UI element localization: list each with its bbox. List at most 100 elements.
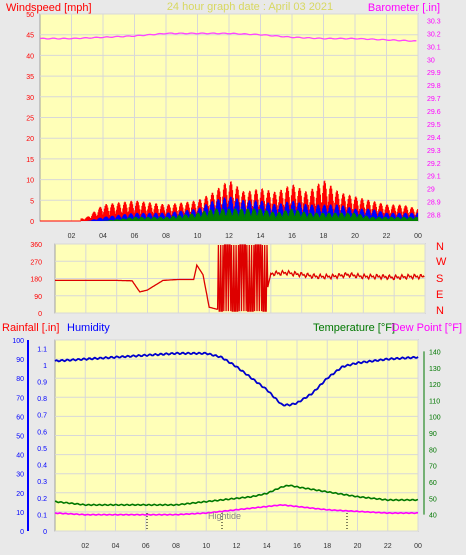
rainfall-inner-tick-label: 0.8 [37,396,47,403]
x-tick-label: 18 [320,233,328,240]
x-tick-label: 04 [99,233,107,240]
barometer-tick-label: 30.2 [427,31,441,38]
windspeed-tick-label: 50 [26,12,34,19]
barometer-axis: 28.8 28.9 29 29.1 29.2 29.3 29.4 29.5 29.6 29.7 29… [427,18,441,219]
tide-markers: Hightide [146,511,348,531]
barometer-tick-label: 29.4 [427,135,441,142]
rainfall-inner-tick-label: 0.3 [37,479,47,486]
x-tick-label: 10 [194,233,202,240]
wind-direction-line [55,244,425,312]
x-tick-label: 12 [233,543,241,550]
rainfall-inner-tick-label: 0.1 [37,512,47,519]
x-tick-label: 00 [414,233,422,240]
barometer-tick-label: 29.7 [427,96,441,103]
temperature-tick-label: 80 [429,447,437,454]
wind-chart-series [39,32,419,222]
windspeed-tick-label: 10 [26,178,34,185]
rainfall-tick-label: 70 [16,395,24,402]
x-tick-label: 22 [384,543,392,550]
dewpoint-axis-label: Dew Point [°F] [392,322,462,334]
humidity-axis-label: Humidity [67,322,110,334]
rainfall-tick-label: 10 [16,510,24,517]
temperature-axis-label: Temperature [°F] [313,322,395,334]
humidity-chart-grid [55,339,419,532]
barometer-tick-label: 29.2 [427,161,441,168]
x-tick-label: 10 [202,543,210,550]
wind-direction-grid [55,243,426,314]
x-tick-label: 14 [263,543,271,550]
wind-chart-grid [40,13,419,222]
barometer-tick-label: 29.8 [427,83,441,90]
rainfall-inner-tick-label: 1 [43,363,47,370]
humidity-chart-series [54,351,419,516]
rainfall-tick-label: 0 [20,529,24,536]
windspeed-tick-label: 45 [26,33,34,40]
rainfall-inner-tick-label: 0.5 [37,446,47,453]
compass-labels: N W S E N [436,241,447,317]
x-tick-label: 20 [351,233,359,240]
compass-e: E [436,289,443,301]
direction-tick-label: 180 [30,277,42,284]
rainfall-inner-tick-label: 1.1 [37,346,47,353]
x-tick-label: 02 [81,543,89,550]
x-tick-label: 20 [354,543,362,550]
barometer-tick-label: 29.5 [427,122,441,129]
temperature-tick-label: 90 [429,431,437,438]
temperature-tick-label: 70 [429,464,437,471]
x-tick-label: 00 [414,543,422,550]
windspeed-tick-label: 15 [26,157,34,164]
barometer-tick-label: 30.3 [427,18,441,25]
rainfall-inner-tick-label: 0.7 [37,413,47,420]
barometer-tick-label: 30.1 [427,44,441,51]
rainfall-tick-label: 90 [16,357,24,364]
compass-n-bottom: N [436,305,444,317]
temperature-tick-label: 130 [429,366,441,373]
rainfall-tick-label: 50 [16,434,24,441]
compass-n-top: N [436,241,444,253]
rainfall-inner-tick-label: 0.9 [37,380,47,387]
x-tick-label: 06 [131,233,139,240]
x-tick-label: 08 [172,543,180,550]
rainfall-inner-tick-label: 0.4 [37,463,47,470]
rainfall-inner-tick-label: 0 [43,529,47,536]
barometer-tick-label: 28.9 [427,200,441,207]
temperature-tick-label: 40 [429,513,437,520]
barometer-tick-label: 30 [427,57,435,64]
barometer-axis-label: Barometer [.in] [368,2,440,14]
graph-title: 24 hour graph date : April 03 2021 [167,1,333,13]
rainfall-tick-label: 20 [16,491,24,498]
hightide-label: Hightide [208,511,241,521]
wind-chart-x-axis: 02 04 06 08 10 12 14 16 18 20 22 00 [68,233,422,240]
temperature-tick-label: 100 [429,415,441,422]
rainfall-tick-label: 30 [16,472,24,479]
x-tick-label: 16 [293,543,301,550]
temperature-axis: 40 50 60 70 80 90 100 110 120 130 140 [423,349,441,520]
x-tick-label: 18 [323,543,331,550]
windspeed-tick-label: 30 [26,95,34,102]
windspeed-axis-label: Windspeed [mph] [6,2,92,14]
direction-tick-label: 0 [38,311,42,318]
windspeed-axis: 0 5 10 15 20 25 30 35 40 45 50 [26,12,34,226]
temperature-line [54,484,419,507]
temperature-tick-label: 120 [429,382,441,389]
rainfall-axis-label: Rainfall [.in] [2,322,59,334]
windspeed-tick-label: 25 [26,116,34,123]
rainfall-tick-label: 40 [16,453,24,460]
barometer-tick-label: 29.9 [427,70,441,77]
compass-w: W [436,256,447,268]
humidity-line [54,351,419,407]
barometer-tick-label: 29.6 [427,109,441,116]
rainfall-tick-label: 100 [12,338,24,345]
dewpoint-line [54,503,419,516]
x-tick-label: 14 [257,233,265,240]
direction-tick-label: 270 [30,259,42,266]
barometer-tick-label: 29.1 [427,174,441,181]
windspeed-tick-label: 0 [30,219,34,226]
windspeed-tick-label: 20 [26,136,34,143]
temperature-tick-label: 140 [429,349,441,356]
windspeed-tick-label: 5 [30,198,34,205]
rainfall-tick-label: 80 [16,376,24,383]
direction-tick-label: 90 [34,294,42,301]
barometer-tick-label: 29 [427,187,435,194]
